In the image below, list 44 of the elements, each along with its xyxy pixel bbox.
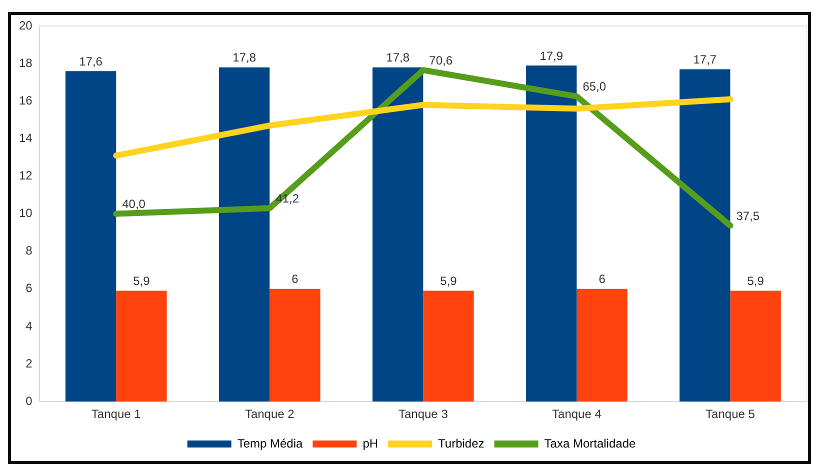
bar — [526, 65, 577, 402]
data-label: 6 — [292, 272, 299, 286]
bar — [730, 290, 781, 402]
data-label: 5,9 — [747, 274, 764, 288]
x-tick-label: Tanque 4 — [552, 407, 602, 422]
data-label: 17,7 — [693, 52, 717, 67]
bar — [65, 71, 116, 402]
y-tick-label: 4 — [26, 318, 33, 333]
y-tick-label: 10 — [18, 206, 33, 220]
bar — [423, 290, 474, 402]
bar — [218, 67, 270, 402]
legend-label: Temp Média — [237, 436, 304, 450]
x-tick-label: Tanque 2 — [244, 407, 295, 422]
legend-label: pH — [362, 436, 378, 450]
bar — [372, 67, 424, 402]
x-tick-label: Tanque 5 — [706, 407, 756, 422]
bar — [680, 69, 730, 402]
data-label: 5,9 — [440, 274, 458, 288]
y-tick-label: 6 — [26, 281, 33, 296]
data-label: 40,0 — [122, 197, 146, 212]
y-tick-label: 2 — [26, 356, 33, 370]
legend-label: Taxa Mortalidade — [544, 436, 636, 450]
data-label: 17,6 — [79, 54, 103, 68]
y-tick-label: 16 — [18, 93, 33, 108]
bar — [270, 288, 320, 402]
data-label: 70,6 — [429, 53, 453, 68]
y-tick-label: 0 — [26, 394, 33, 408]
legend-label: Turbidez — [438, 436, 484, 450]
y-tick-label: 8 — [26, 244, 33, 258]
data-label: 37,5 — [736, 208, 760, 223]
data-label: 6 — [598, 272, 606, 286]
data-label: 17,8 — [232, 50, 256, 65]
bar — [116, 290, 167, 402]
data-label: 5,9 — [133, 274, 150, 288]
x-tick-label: Tanque 1 — [91, 407, 142, 422]
x-tick-label: Tanque 3 — [398, 407, 448, 422]
bar — [576, 288, 628, 402]
data-label: 17,9 — [540, 48, 564, 63]
data-label: 17,8 — [386, 50, 410, 65]
data-label: 65,0 — [582, 80, 606, 94]
y-tick-label: 12 — [18, 168, 33, 183]
y-tick-label: 20 — [18, 18, 33, 32]
y-tick-label: 14 — [18, 130, 33, 145]
y-tick-label: 18 — [18, 56, 33, 70]
